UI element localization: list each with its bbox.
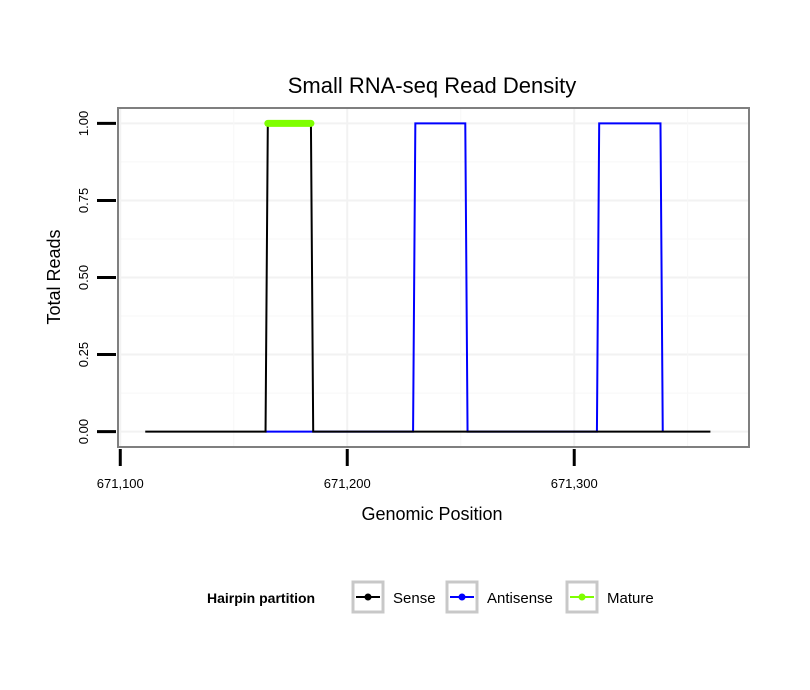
legend-label: Mature: [607, 590, 654, 607]
series-layer: [145, 119, 711, 433]
y-tick-label: 0.50: [76, 265, 91, 290]
legend-label: Antisense: [487, 590, 553, 607]
legend-key-point: [364, 593, 372, 601]
y-tick-label: 0.25: [76, 342, 91, 367]
y-axis-title: Total Reads: [44, 229, 64, 324]
y-axis: 0.00 0.25 0.50 0.75 1.00: [76, 111, 116, 444]
chart-title: Small RNA-seq Read Density: [288, 73, 577, 98]
legend-label: Sense: [393, 590, 436, 607]
x-tick-label: 671,200: [324, 476, 371, 491]
x-tick-label: 671,100: [97, 476, 144, 491]
legend-items: Sense Antisense Mature: [351, 580, 654, 614]
legend: Hairpin partition Sense Antisense Mature: [207, 580, 654, 614]
x-tick-label: 671,300: [551, 476, 598, 491]
grid: [118, 108, 749, 447]
legend-title: Hairpin partition: [207, 590, 315, 606]
plot-border: [117, 107, 750, 448]
y-tick-label: 0.00: [76, 419, 91, 444]
legend-item-mature: Mature: [565, 580, 654, 614]
y-tick-label: 1.00: [76, 111, 91, 136]
x-axis-title: Genomic Position: [361, 504, 502, 524]
legend-key-point: [578, 593, 586, 601]
y-tick-label: 0.75: [76, 188, 91, 213]
legend-key-point: [458, 593, 466, 601]
legend-item-antisense: Antisense: [445, 580, 553, 614]
x-axis: 671,100 671,200 671,300: [97, 449, 598, 491]
legend-item-sense: Sense: [351, 580, 436, 614]
